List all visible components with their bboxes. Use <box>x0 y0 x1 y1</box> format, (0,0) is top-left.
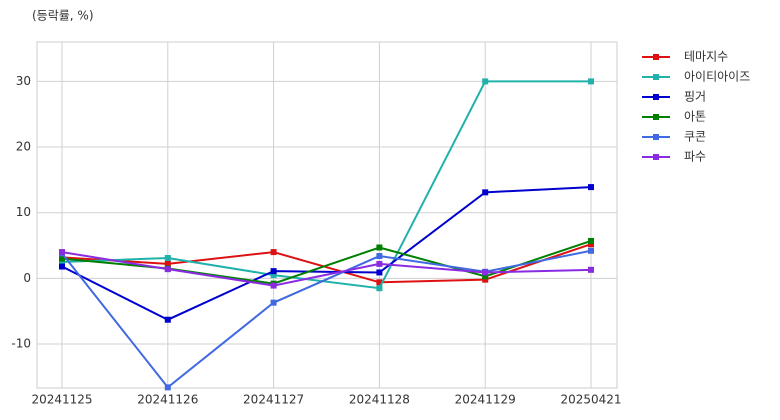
point-marker <box>270 249 277 256</box>
legend-label: 아톤 <box>684 110 706 124</box>
legend-marker <box>653 94 659 100</box>
point-marker <box>588 247 594 254</box>
legend-label: 핑거 <box>684 90 706 104</box>
legend-label: 쿠콘 <box>684 130 706 144</box>
point-marker <box>164 255 171 262</box>
point-marker <box>59 249 65 256</box>
point-marker <box>376 253 383 260</box>
series-line <box>61 251 592 287</box>
point-marker <box>588 241 594 248</box>
point-marker <box>270 299 277 306</box>
legend-marker <box>653 74 659 80</box>
point-marker <box>376 285 383 292</box>
x-tick-label: 20241125 <box>31 393 92 407</box>
legend-marker <box>653 134 659 140</box>
legend-marker <box>653 154 659 160</box>
point-marker <box>164 316 171 323</box>
plot-area <box>36 41 618 389</box>
y-tick-label: 10 <box>16 205 31 219</box>
legend-marker <box>653 114 659 120</box>
legend-label: 테마지수 <box>684 50 728 64</box>
point-marker <box>270 282 277 289</box>
point-marker <box>164 384 171 391</box>
point-marker <box>376 279 383 286</box>
point-marker <box>164 260 171 267</box>
y-tick-label: -10 <box>11 337 31 351</box>
point-marker <box>482 276 489 283</box>
point-marker <box>270 272 277 279</box>
series-line <box>61 186 592 321</box>
series-line <box>61 243 592 284</box>
legend-marker <box>653 54 659 60</box>
x-tick-label: 20241128 <box>349 393 410 407</box>
point-marker <box>59 255 65 262</box>
point-marker <box>164 266 171 273</box>
point-marker <box>482 189 489 196</box>
legend-label: 아이티아이즈 <box>684 70 750 84</box>
point-marker <box>270 268 277 275</box>
series-line <box>61 80 591 290</box>
point-marker <box>482 273 489 280</box>
point-marker <box>376 269 383 276</box>
y-tick-label: 0 <box>23 271 31 285</box>
point-marker <box>588 78 594 85</box>
point-marker <box>376 244 383 251</box>
point-marker <box>59 258 65 265</box>
point-marker <box>376 260 383 267</box>
point-marker <box>482 269 489 276</box>
y-tick-label: 20 <box>16 140 31 154</box>
point-marker <box>588 266 594 273</box>
legend-label: 파수 <box>684 150 706 164</box>
x-tick-label: 20250421 <box>560 393 621 407</box>
point-marker <box>482 78 489 85</box>
x-tick-label: 20241129 <box>455 393 516 407</box>
series-line <box>61 249 592 389</box>
point-marker <box>588 184 594 191</box>
y-tick-label: 30 <box>16 74 31 88</box>
point-marker <box>59 263 65 270</box>
x-tick-label: 20241126 <box>137 393 198 407</box>
y-axis-label: (등락률, %) <box>32 9 94 23</box>
x-tick-label: 20241127 <box>243 393 304 407</box>
point-marker <box>588 237 594 244</box>
